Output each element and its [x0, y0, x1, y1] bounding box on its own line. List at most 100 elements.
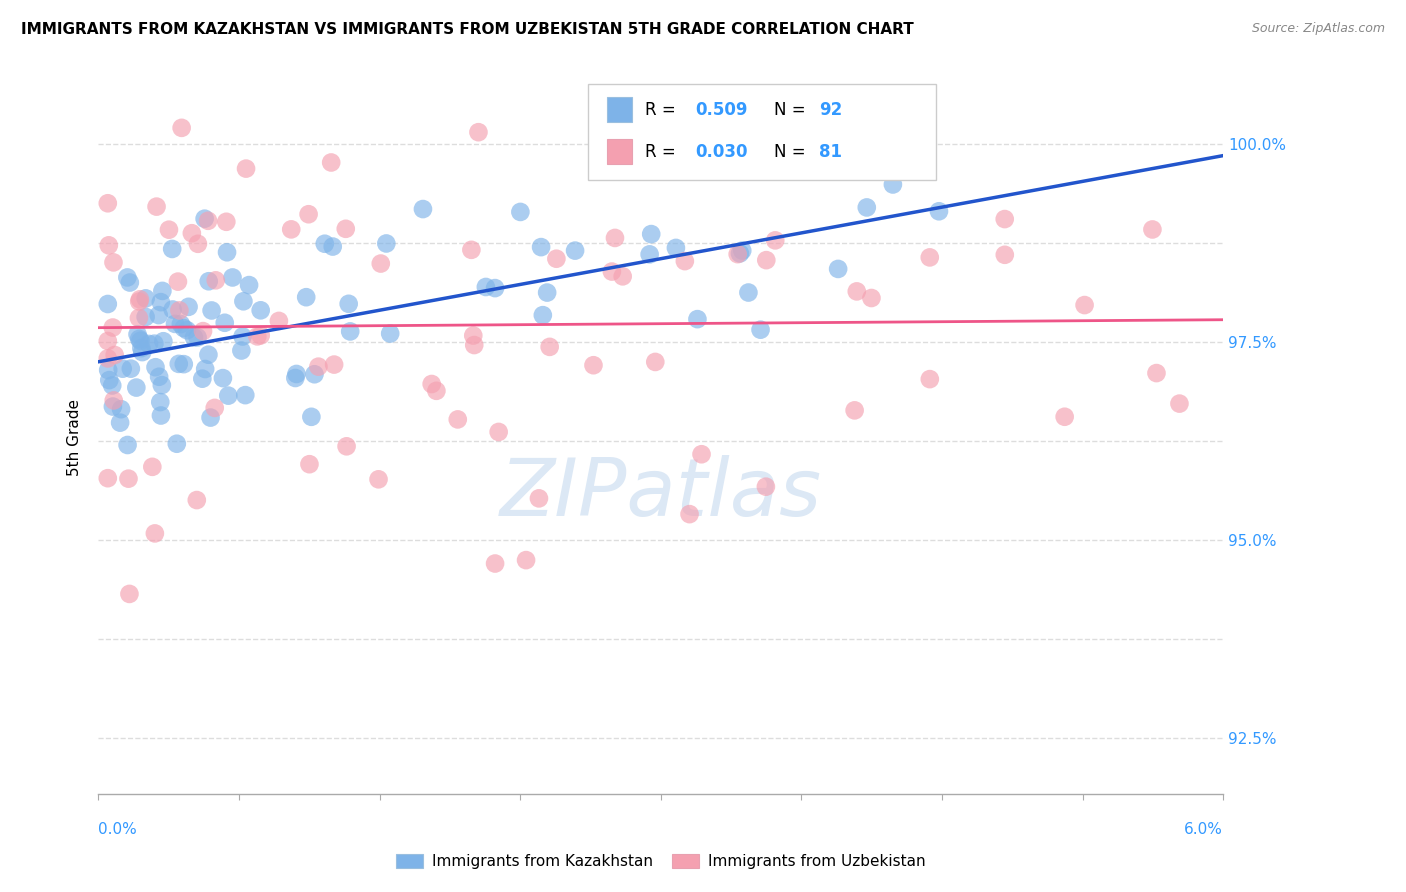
Point: [200, 303, 222, 318]
Point: [538, 340, 561, 354]
Text: ZIPatlas: ZIPatlas: [499, 455, 823, 533]
Point: [994, 248, 1017, 262]
Point: [187, 236, 209, 251]
Point: [215, 215, 238, 229]
Point: [484, 281, 506, 295]
Point: [183, 330, 205, 344]
Point: [638, 247, 661, 261]
Point: [737, 285, 759, 300]
Point: [170, 317, 193, 331]
Point: [197, 348, 219, 362]
Point: [215, 245, 238, 260]
Point: [530, 240, 553, 254]
Point: [212, 371, 235, 385]
Point: [370, 256, 392, 270]
Text: N =: N =: [775, 143, 811, 161]
Point: [177, 300, 200, 314]
Point: [322, 239, 344, 253]
Point: [118, 587, 141, 601]
Point: [582, 358, 605, 372]
Point: [145, 200, 167, 214]
Point: [170, 120, 193, 135]
Point: [131, 341, 153, 355]
Point: [246, 329, 269, 343]
Point: [110, 402, 132, 417]
Point: [918, 372, 941, 386]
Point: [678, 507, 700, 521]
Point: [475, 280, 498, 294]
Point: [298, 457, 321, 471]
Text: Source: ZipAtlas.com: Source: ZipAtlas.com: [1251, 22, 1385, 36]
Point: [447, 412, 470, 426]
Point: [127, 327, 149, 342]
Point: [690, 447, 713, 461]
Point: [665, 241, 688, 255]
Point: [844, 403, 866, 417]
Point: [755, 253, 778, 268]
Point: [149, 395, 172, 409]
Point: [135, 291, 157, 305]
Point: [527, 491, 550, 506]
FancyBboxPatch shape: [607, 139, 631, 164]
Point: [731, 244, 754, 258]
Point: [994, 212, 1017, 227]
Point: [143, 336, 166, 351]
Point: [488, 425, 510, 439]
Point: [128, 332, 150, 346]
Text: 0.509: 0.509: [696, 101, 748, 119]
Point: [280, 222, 302, 236]
Point: [103, 393, 125, 408]
Point: [101, 400, 124, 414]
Text: R =: R =: [645, 101, 681, 119]
Point: [173, 357, 195, 371]
Point: [375, 236, 398, 251]
Point: [918, 251, 941, 265]
Point: [467, 125, 489, 139]
Point: [145, 360, 167, 375]
Point: [176, 323, 198, 337]
Point: [117, 270, 139, 285]
Point: [128, 310, 150, 325]
Point: [337, 297, 360, 311]
Point: [131, 345, 153, 359]
Point: [928, 204, 950, 219]
Point: [200, 410, 222, 425]
Point: [546, 252, 568, 266]
Point: [180, 226, 202, 240]
Point: [194, 211, 217, 226]
Point: [231, 343, 253, 358]
Point: [141, 459, 163, 474]
Point: [339, 325, 361, 339]
Point: [827, 261, 849, 276]
Point: [564, 244, 586, 258]
Point: [425, 384, 447, 398]
Point: [321, 155, 343, 169]
Point: [108, 416, 131, 430]
Point: [284, 371, 307, 385]
Point: [380, 326, 402, 341]
Point: [191, 372, 214, 386]
Point: [855, 201, 877, 215]
Point: [235, 161, 257, 176]
Point: [162, 302, 184, 317]
Legend: Immigrants from Kazakhstan, Immigrants from Uzbekistan: Immigrants from Kazakhstan, Immigrants f…: [389, 847, 932, 875]
Point: [307, 359, 329, 374]
Point: [111, 361, 134, 376]
Point: [845, 285, 868, 299]
Point: [214, 316, 236, 330]
Point: [129, 334, 152, 348]
Point: [186, 493, 208, 508]
Point: [463, 328, 485, 343]
Point: [173, 321, 195, 335]
Text: 92: 92: [820, 101, 842, 119]
Point: [536, 285, 558, 300]
Point: [149, 295, 172, 310]
Text: R =: R =: [645, 143, 681, 161]
Point: [191, 324, 214, 338]
Text: N =: N =: [775, 101, 811, 119]
Point: [217, 389, 239, 403]
Point: [420, 377, 443, 392]
Point: [150, 284, 173, 298]
Point: [531, 308, 554, 322]
Point: [232, 329, 254, 343]
